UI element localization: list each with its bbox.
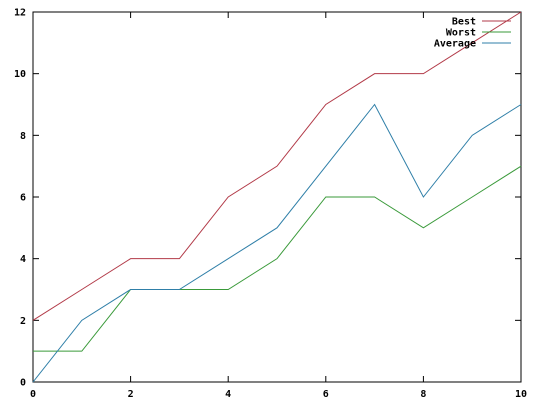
series-line-best [32, 11, 522, 321]
x-tick-label: 6 [323, 389, 329, 400]
y-tick-label: 6 [20, 193, 26, 204]
y-tick-label: 8 [20, 131, 26, 142]
legend-label-best: Best [452, 17, 476, 28]
y-tick-label: 0 [20, 378, 26, 389]
y-tick-label: 4 [20, 254, 26, 265]
legend-label-average: Average [434, 39, 476, 50]
plot-area: 0 2 4 6 8 10 12 0 2 4 6 8 10 [14, 8, 527, 401]
y-tick-label: 2 [20, 316, 26, 327]
y-tick-label: 10 [14, 69, 26, 80]
x-tick-label: 4 [225, 389, 231, 400]
series-line-worst [33, 165, 522, 352]
y-tick-label: 12 [14, 8, 26, 19]
x-tick-label: 10 [515, 389, 527, 400]
plot-frame [32, 11, 522, 383]
legend-label-worst: Worst [446, 28, 476, 39]
x-tick-label: 2 [128, 389, 134, 400]
series-line-average [32, 103, 522, 383]
x-tick-label: 8 [420, 389, 426, 400]
x-tick-label: 0 [30, 389, 36, 400]
